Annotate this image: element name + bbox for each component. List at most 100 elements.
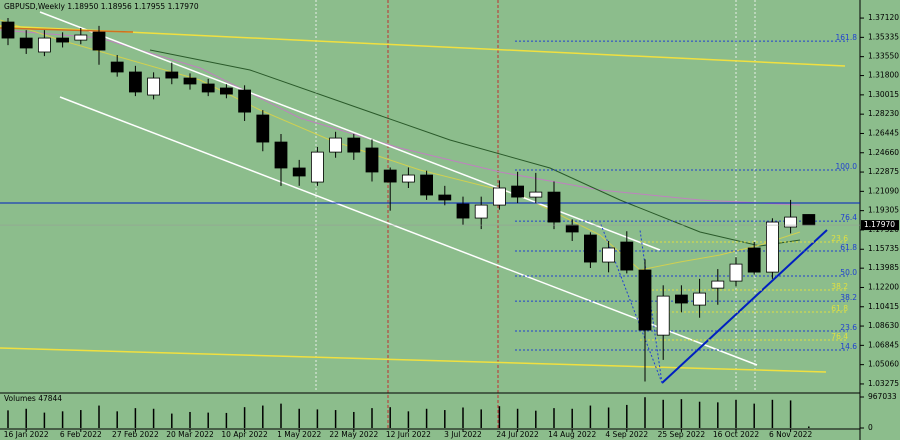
x-tick-label: 20 Mar 2022 [166, 430, 214, 439]
current-price-box [861, 220, 899, 231]
candle-body [19, 37, 33, 49]
candle-body [183, 77, 197, 85]
candle-body [365, 147, 379, 173]
candle-body [620, 241, 634, 271]
trend-line [0, 25, 846, 67]
candle-body [747, 247, 761, 273]
candle-body [1, 21, 15, 39]
x-tick-label: 12 Jun 2022 [386, 430, 431, 439]
candle-body [238, 89, 252, 113]
candle-body [420, 174, 434, 196]
candle-body [310, 151, 324, 183]
candle-body [766, 221, 779, 273]
candle-body [128, 71, 142, 93]
x-tick-label: 4 Sep 2022 [605, 430, 648, 439]
quote: 1.17955 [134, 2, 165, 11]
candle-body [802, 214, 816, 226]
candle-body [638, 269, 652, 331]
quote: 1.18950 [67, 2, 98, 11]
y-tick-label: 1.35335 [868, 32, 899, 41]
candle-body [729, 263, 743, 282]
y-tick-label: 1.10415 [868, 302, 899, 311]
y-tick-label: 1.26445 [868, 128, 899, 137]
candle-body [92, 31, 106, 51]
candle-body [547, 191, 561, 223]
candle-body [693, 292, 706, 306]
fib-label: 61.8 [840, 243, 857, 252]
fib-label: 38.2 [831, 282, 848, 291]
y-tick-label: 1.03275 [868, 379, 899, 388]
y-tick-label: 1.30015 [868, 90, 899, 99]
fib-label: 100.0 [836, 162, 858, 171]
y-tick-label: 1.05060 [868, 360, 899, 369]
candle-body [38, 37, 51, 53]
y-tick-label: 1.21090 [868, 186, 899, 195]
candle-body [565, 224, 579, 233]
volume-tick-label: 0 [868, 423, 873, 432]
trend-line [599, 221, 663, 384]
trend-line [0, 27, 134, 33]
candle-body [292, 167, 306, 177]
x-tick-label: 3 Jul 2022 [444, 430, 482, 439]
candle-body [256, 114, 270, 143]
candle-body [74, 34, 88, 41]
x-tick-label: 27 Feb 2022 [112, 430, 159, 439]
volume-tick-label: 967033 [868, 392, 897, 401]
candle-body [165, 71, 179, 79]
candle-body [474, 204, 488, 219]
candle-body [329, 137, 343, 153]
y-tick-label: 1.28230 [868, 109, 899, 118]
y-tick-label: 1.19305 [868, 206, 899, 215]
y-tick-label: 1.24660 [868, 148, 899, 157]
x-tick-label: 1 May 2022 [277, 430, 321, 439]
y-tick-label: 1.13985 [868, 263, 899, 272]
y-tick-label: 1.33550 [868, 52, 899, 61]
x-tick-label: 24 Jul 2022 [496, 430, 539, 439]
ma-line [0, 19, 801, 271]
candle-body [711, 280, 725, 289]
y-tick-label: 1.15735 [868, 244, 899, 253]
quote: 1.18956 [101, 2, 132, 11]
volume-title: Volumes 47844 [4, 394, 62, 403]
x-tick-label: 16 Jan 2022 [4, 430, 49, 439]
fib-label: 38.2 [840, 293, 857, 302]
chart-title: GBPUSD,Weekly 1.18950 1.18956 1.17955 1.… [4, 2, 199, 11]
y-tick-label: 1.12200 [868, 282, 899, 291]
candle-body [110, 61, 124, 73]
x-tick-label: 6 Nov 2022 [769, 430, 812, 439]
candle-body [147, 77, 161, 96]
fib-label: 23.6 [831, 234, 848, 243]
candle-body [529, 191, 543, 198]
candle-body [383, 169, 397, 183]
x-tick-label: 6 Feb 2022 [60, 430, 102, 439]
fib-label: 14.6 [840, 342, 857, 351]
fib-label: 23.6 [840, 323, 857, 332]
candle-body [675, 294, 688, 304]
y-tick-label: 1.31800 [868, 71, 899, 80]
volume-last: 47844 [38, 394, 62, 403]
candle-body [511, 185, 525, 198]
candle-body [492, 187, 506, 206]
x-tick-label: 10 Apr 2022 [221, 430, 268, 439]
candle-body [784, 216, 797, 228]
trend-line [661, 229, 828, 384]
x-tick-label: 16 Oct 2022 [713, 430, 760, 439]
candle-body [347, 137, 361, 153]
candle-body [274, 141, 288, 169]
fib-label: 161.8 [836, 33, 858, 42]
y-tick-label: 1.37120 [868, 13, 899, 22]
fib-label: 76.4 [831, 332, 848, 341]
y-tick-label: 1.08630 [868, 321, 899, 330]
candle-body [219, 87, 233, 95]
candle-body [602, 247, 615, 263]
y-tick-label: 1.22875 [868, 167, 899, 176]
fib-label: 76.4 [840, 213, 857, 222]
candle-body [438, 194, 452, 201]
candle-body [401, 174, 415, 183]
candle-body [656, 295, 670, 336]
x-tick-label: 14 Aug 2022 [548, 430, 596, 439]
ma-line [149, 49, 801, 247]
volume-name: Volumes [4, 394, 36, 403]
